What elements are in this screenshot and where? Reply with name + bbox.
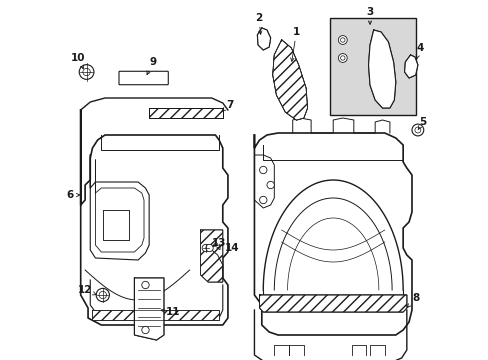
Text: 2: 2 <box>255 13 262 34</box>
Text: 5: 5 <box>417 117 426 130</box>
Polygon shape <box>257 28 270 50</box>
Circle shape <box>142 326 149 334</box>
Circle shape <box>202 244 209 252</box>
Text: 8: 8 <box>407 293 418 307</box>
Circle shape <box>83 68 90 76</box>
Text: 11: 11 <box>161 307 181 317</box>
Circle shape <box>259 166 266 174</box>
Circle shape <box>266 181 274 189</box>
Polygon shape <box>134 278 163 340</box>
Text: 1: 1 <box>290 27 300 61</box>
Text: 13: 13 <box>211 238 226 248</box>
Polygon shape <box>200 230 223 282</box>
Polygon shape <box>92 310 219 320</box>
Text: 7: 7 <box>222 100 233 111</box>
Polygon shape <box>368 30 395 108</box>
Circle shape <box>142 281 149 289</box>
Text: 14: 14 <box>217 243 239 253</box>
Circle shape <box>96 288 109 302</box>
Text: 10: 10 <box>70 53 85 69</box>
Polygon shape <box>329 18 416 115</box>
Circle shape <box>338 54 346 62</box>
Circle shape <box>340 38 345 42</box>
Polygon shape <box>102 210 129 240</box>
Text: 9: 9 <box>146 57 156 75</box>
Text: 12: 12 <box>78 285 96 295</box>
Circle shape <box>411 124 423 136</box>
Circle shape <box>414 127 420 133</box>
Polygon shape <box>272 40 307 120</box>
Polygon shape <box>149 108 223 118</box>
Circle shape <box>205 244 213 252</box>
Text: 4: 4 <box>415 43 423 58</box>
Polygon shape <box>272 40 307 120</box>
Polygon shape <box>259 295 406 312</box>
Text: 6: 6 <box>67 190 80 200</box>
FancyBboxPatch shape <box>119 71 168 85</box>
Circle shape <box>79 65 94 79</box>
Text: 3: 3 <box>366 7 373 24</box>
Circle shape <box>340 56 345 60</box>
Circle shape <box>99 291 106 299</box>
Polygon shape <box>404 55 417 78</box>
Circle shape <box>338 36 346 44</box>
Circle shape <box>259 196 266 204</box>
